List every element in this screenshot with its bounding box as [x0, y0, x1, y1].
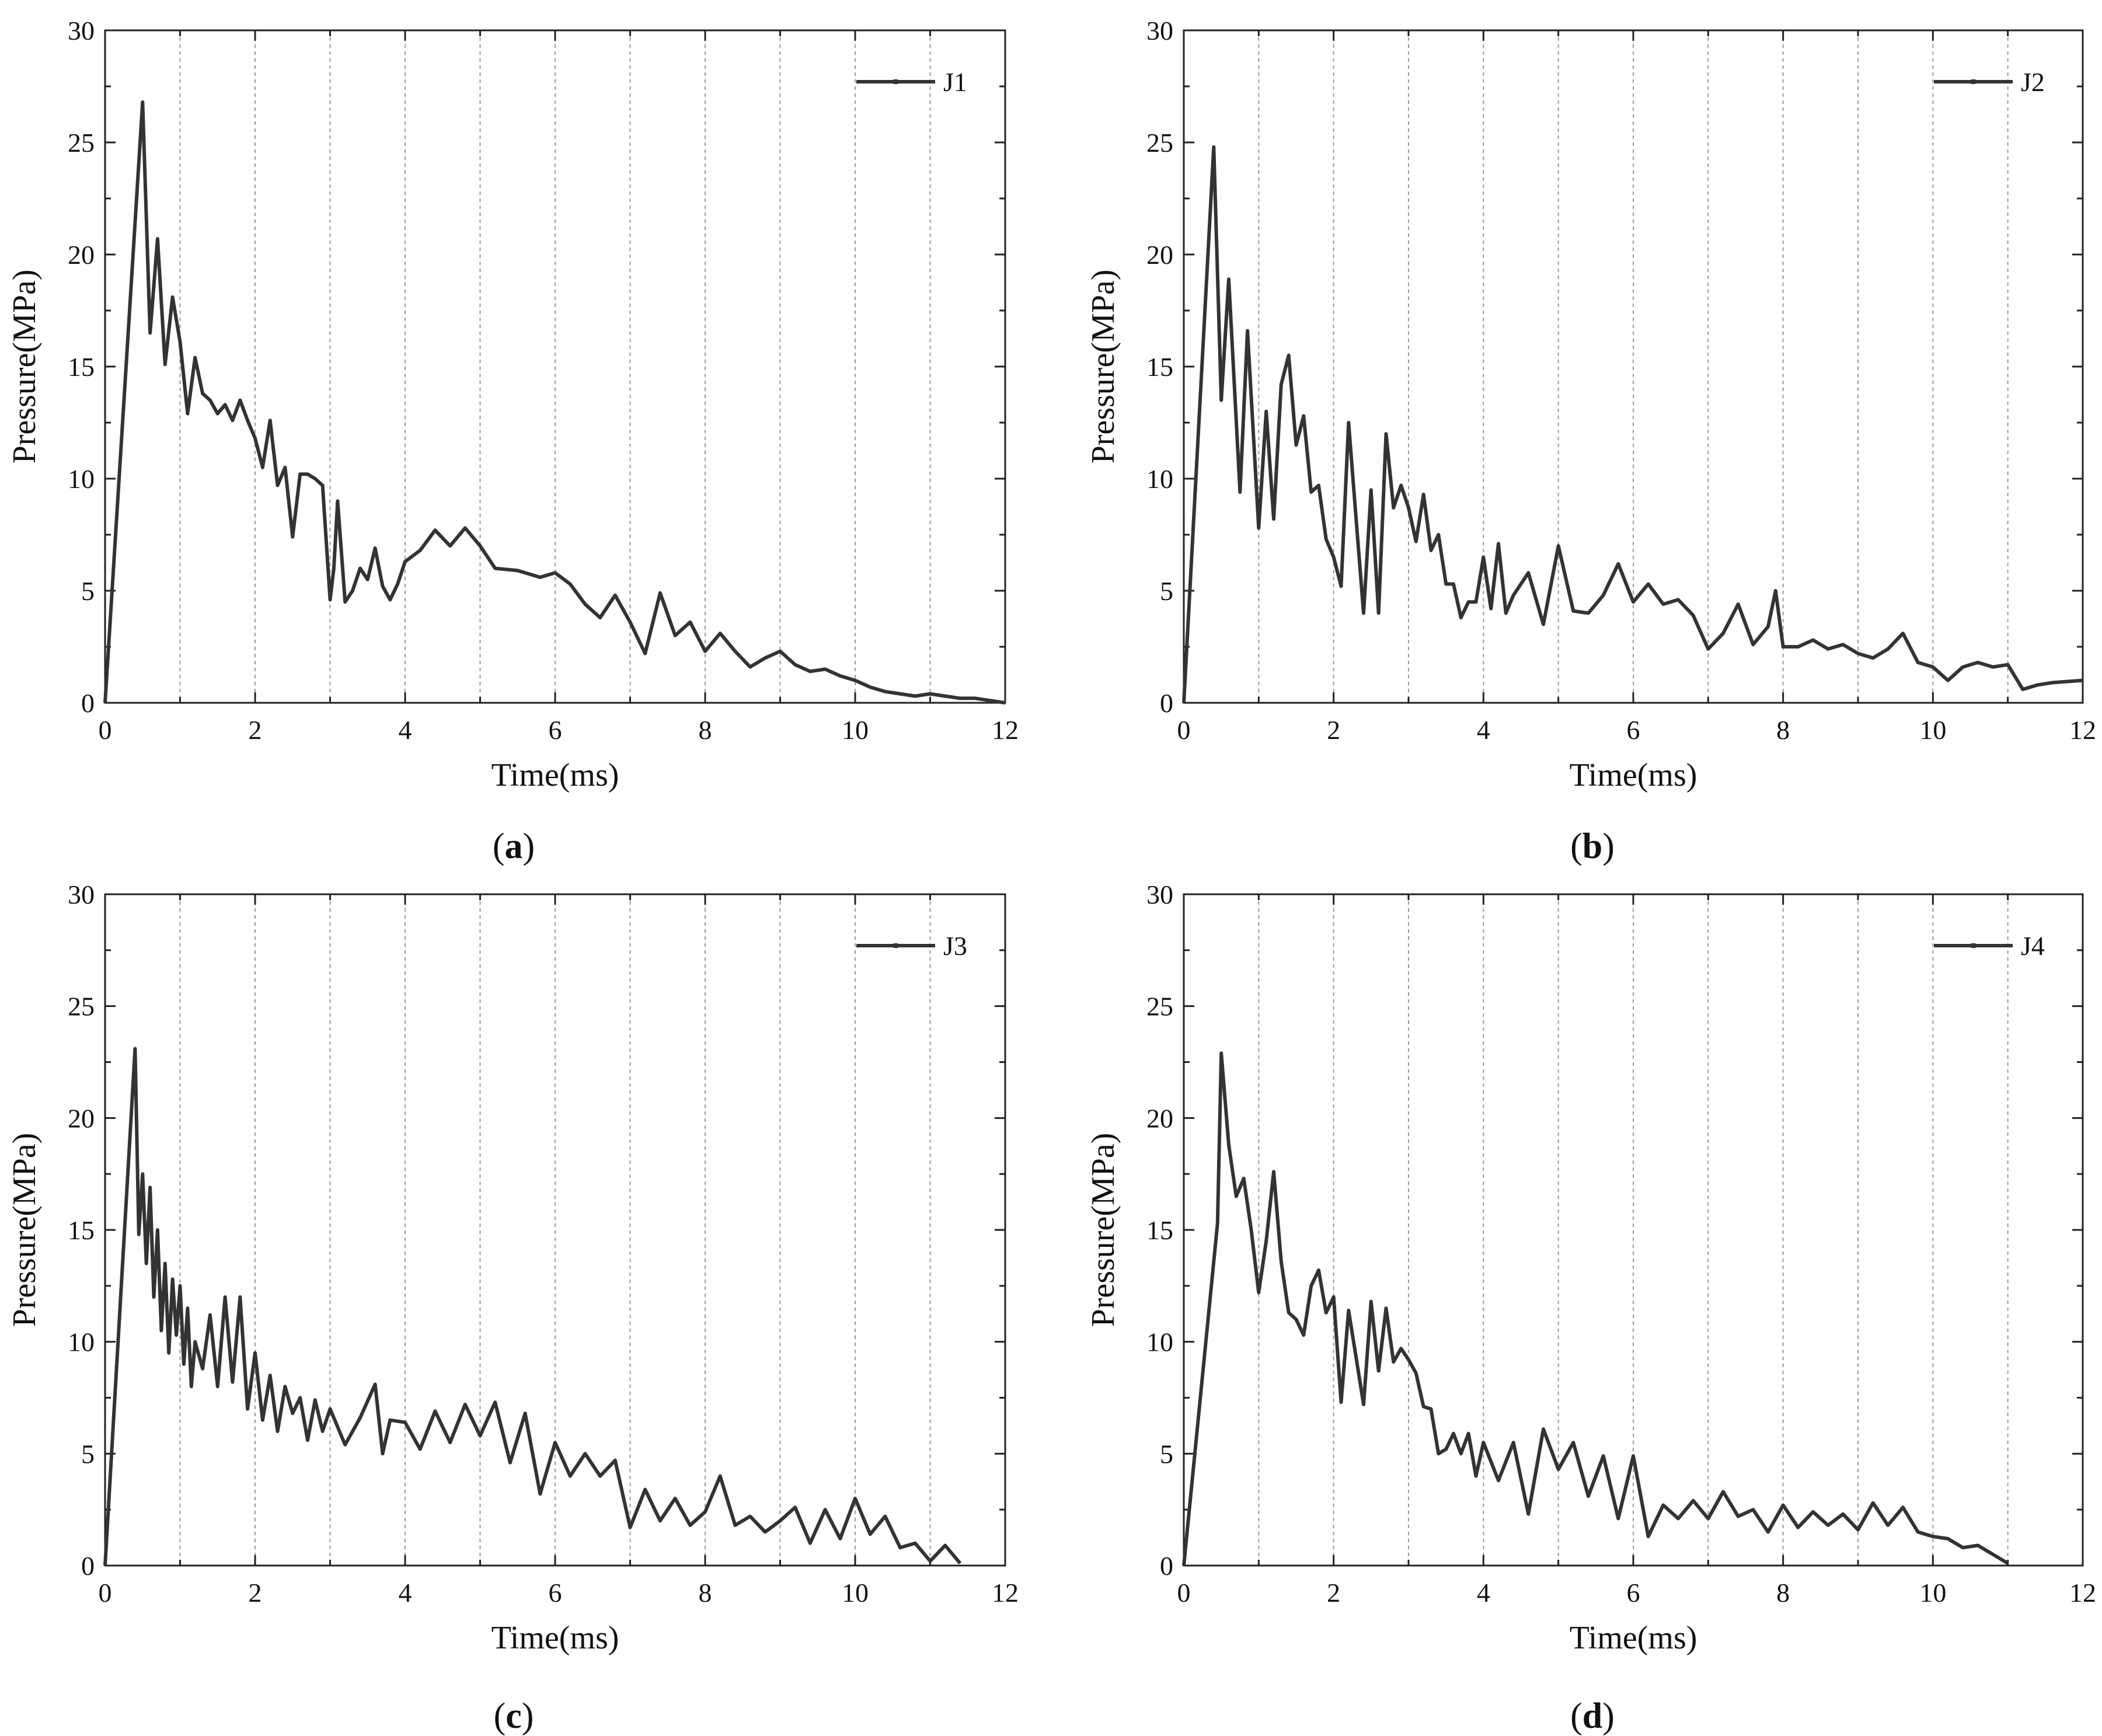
y-tick-label: 20: [68, 240, 95, 270]
x-tick-label: 6: [549, 1578, 562, 1608]
x-tick-label: 8: [1776, 1578, 1790, 1608]
y-tick-label: 20: [1146, 1103, 1173, 1133]
legend-label: J2: [2021, 67, 2045, 97]
y-tick-label: 15: [1146, 352, 1173, 382]
y-tick-label: 5: [1160, 1439, 1173, 1469]
x-tick-label: 8: [699, 1578, 712, 1608]
y-tick-label: 25: [68, 128, 95, 158]
y-tick-label: 0: [81, 688, 95, 718]
y-tick-label: 5: [1160, 576, 1173, 606]
chart-panel-d: 0 2 4 6 8 10 12 0 5 10 15 20 25 30 Time(ms) Pressure(MP…: [1085, 880, 2096, 1736]
x-tick-label: 6: [1627, 715, 1640, 745]
x-tick-label: 6: [1627, 1578, 1640, 1608]
y-tick-label: 5: [81, 576, 95, 606]
series-line-J4: [1182, 1051, 2009, 1566]
x-tick-label: 10: [842, 1578, 869, 1608]
x-tick-label: 8: [699, 715, 712, 745]
legend-label: J3: [943, 931, 967, 961]
x-axis-title: Time(ms): [1570, 1620, 1697, 1656]
chart-panel-b: 0 2 4 6 8 10 12 0 5 10 15 20 25 30 Time(ms) Pressure(MP…: [1085, 16, 2096, 866]
x-tick-label: 12: [2069, 1578, 2096, 1608]
y-tick-label: 30: [68, 16, 95, 46]
y-tick-label: 15: [68, 352, 95, 382]
legend-marker: [1971, 79, 1976, 84]
x-tick-label: 12: [2069, 715, 2096, 745]
y-tick-label: 25: [1146, 128, 1173, 158]
x-tick-label: 12: [992, 715, 1019, 745]
x-axis-title: Time(ms): [1570, 757, 1697, 793]
x-axis-title: Time(ms): [491, 757, 619, 793]
y-tick-label: 10: [68, 464, 95, 494]
x-tick-label: 10: [842, 715, 869, 745]
legend-marker: [893, 79, 898, 84]
panel-caption: (c): [494, 1696, 534, 1736]
x-tick-label: 4: [399, 715, 412, 745]
y-tick-label: 20: [1146, 240, 1173, 270]
y-tick-label: 0: [1160, 688, 1173, 718]
y-tick-label: 15: [1146, 1215, 1173, 1245]
x-tick-label: 12: [992, 1578, 1019, 1608]
panel-caption: (a): [493, 827, 535, 866]
y-axis-title: Pressure(MPa): [1085, 270, 1121, 464]
series-line-J3: [103, 1047, 962, 1566]
x-tick-label: 4: [1477, 1578, 1490, 1608]
x-tick-label: 10: [1919, 715, 1946, 745]
y-tick-label: 30: [1146, 16, 1173, 46]
x-tick-label: 2: [249, 1578, 262, 1608]
x-tick-label: 0: [1177, 715, 1191, 745]
x-tick-label: 4: [1477, 715, 1490, 745]
series-line-J2: [1182, 145, 2083, 703]
y-axis-title: Pressure(MPa): [6, 1133, 43, 1327]
y-tick-label: 10: [68, 1327, 95, 1357]
chart-panel-c: 0 2 4 6 8 10 12 0 5 10 15 20 25 30 Time(ms) Pressure(MP…: [6, 880, 1019, 1736]
panel-caption: (b): [1570, 827, 1615, 866]
x-tick-label: 2: [1327, 1578, 1340, 1608]
y-tick-label: 0: [1160, 1551, 1173, 1581]
y-tick-label: 25: [1146, 992, 1173, 1022]
y-tick-label: 10: [1146, 1327, 1173, 1357]
x-tick-label: 8: [1776, 715, 1790, 745]
chart-panel-a: 0 2 4 6 8 10 12 0 5 10 15 20 25 30 Time(ms) Pressure(MP…: [6, 16, 1019, 866]
y-axis-title: Pressure(MPa): [6, 270, 43, 464]
y-axis-title: Pressure(MPa): [1085, 1133, 1121, 1327]
y-tick-label: 0: [81, 1551, 95, 1581]
y-tick-label: 25: [68, 992, 95, 1022]
panel-caption: (d): [1570, 1696, 1615, 1736]
y-tick-label: 20: [68, 1103, 95, 1133]
x-tick-label: 2: [1327, 715, 1340, 745]
x-tick-label: 2: [249, 715, 262, 745]
x-axis-title: Time(ms): [491, 1620, 619, 1656]
series-line-J1: [103, 100, 1006, 705]
x-tick-label: 4: [399, 1578, 412, 1608]
y-tick-label: 30: [68, 880, 95, 909]
y-tick-label: 10: [1146, 464, 1173, 494]
x-tick-label: 0: [99, 715, 112, 745]
y-tick-label: 30: [1146, 880, 1173, 909]
legend-marker: [893, 943, 898, 948]
legend-marker: [1971, 943, 1976, 948]
x-tick-label: 0: [99, 1578, 112, 1608]
x-tick-label: 6: [549, 715, 562, 745]
x-tick-label: 10: [1919, 1578, 1946, 1608]
y-tick-label: 5: [81, 1439, 95, 1469]
legend-label: J4: [2021, 931, 2045, 961]
legend-label: J1: [943, 67, 967, 97]
y-tick-label: 15: [68, 1215, 95, 1245]
x-tick-label: 0: [1177, 1578, 1191, 1608]
